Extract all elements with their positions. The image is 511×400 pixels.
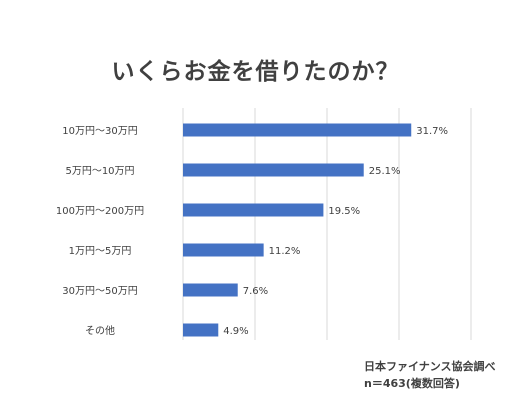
category-label: 10万円〜30万円 (62, 126, 137, 137)
category-label: 1万円〜5万円 (69, 246, 132, 257)
bar (183, 283, 238, 297)
grid-lines (182, 108, 472, 340)
source-note: 日本ファイナンス協会調べ n＝463(複数回答) (364, 358, 496, 392)
value-label: 4.9% (223, 326, 248, 337)
source-line-2: n＝463(複数回答) (364, 377, 460, 390)
category-label: その他 (85, 324, 115, 337)
value-label: 11.2% (269, 246, 301, 257)
category-labels: 10万円〜30万円 5万円〜10万円 100万円〜200万円 1万円〜5万円 30万円〜… (56, 126, 144, 337)
source-line-1: 日本ファイナンス協会調べ (364, 360, 496, 373)
category-label: 100万円〜200万円 (56, 206, 144, 217)
value-labels: 31.7% 25.1% 19.5% 11.2% 7.6% 4.9% (223, 126, 448, 337)
value-label: 25.1% (369, 166, 401, 177)
chart-title: いくらお金を借りたのか？ (111, 59, 400, 85)
category-label: 5万円〜10万円 (65, 166, 134, 177)
bar (183, 203, 324, 217)
category-label: 30万円〜50万円 (62, 286, 137, 297)
value-label: 19.5% (328, 206, 360, 217)
bars (183, 123, 412, 337)
value-label: 7.6% (243, 286, 268, 297)
bar (183, 323, 219, 337)
value-label: 31.7% (416, 126, 448, 137)
bar (183, 163, 364, 177)
bar (183, 243, 264, 257)
bar (183, 123, 412, 137)
